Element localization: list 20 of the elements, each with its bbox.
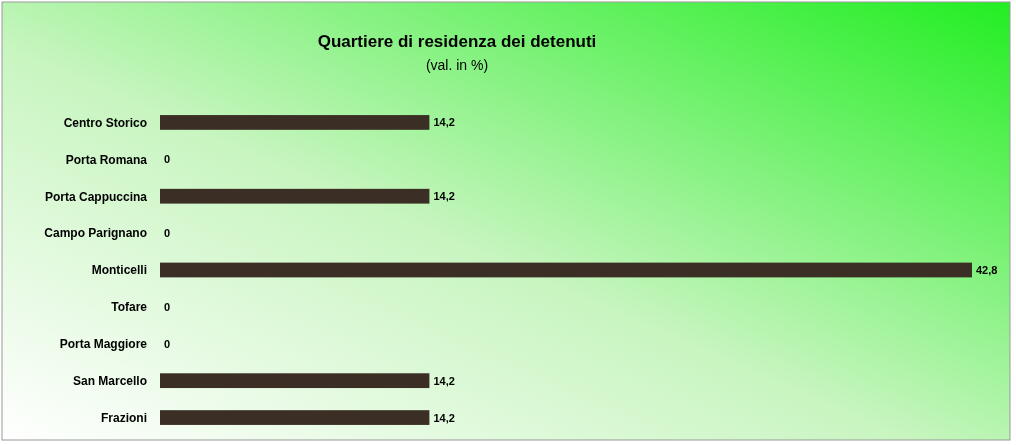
y-tick-label: Monticelli <box>91 263 147 278</box>
y-tick-label: Centro Storico <box>63 115 147 130</box>
y-tick-label: Campo Parignano <box>44 226 147 241</box>
y-tick-label: San Marcello <box>72 374 147 389</box>
data-label: 14,2 <box>433 190 455 203</box>
chart-title: Quartiere di residenza dei detenuti <box>317 32 597 51</box>
data-label: 14,2 <box>433 411 455 424</box>
data-label: 0 <box>164 337 171 350</box>
y-tick-label: Porta Maggiore <box>59 337 148 352</box>
data-label: 0 <box>164 300 171 313</box>
data-label: 14,2 <box>433 374 455 387</box>
data-label: 42,8 <box>976 264 998 276</box>
chart-subtitle: (val. in %) <box>425 57 489 73</box>
data-label: 0 <box>164 153 171 166</box>
y-tick-label: Porta Cappuccina <box>44 189 148 204</box>
y-tick-label: Frazioni <box>100 410 147 425</box>
data-label: 14,2 <box>433 116 455 129</box>
y-tick-label: Porta Romana <box>65 152 148 167</box>
y-tick-label: Tofare <box>111 300 148 315</box>
data-label: 0 <box>164 227 171 240</box>
